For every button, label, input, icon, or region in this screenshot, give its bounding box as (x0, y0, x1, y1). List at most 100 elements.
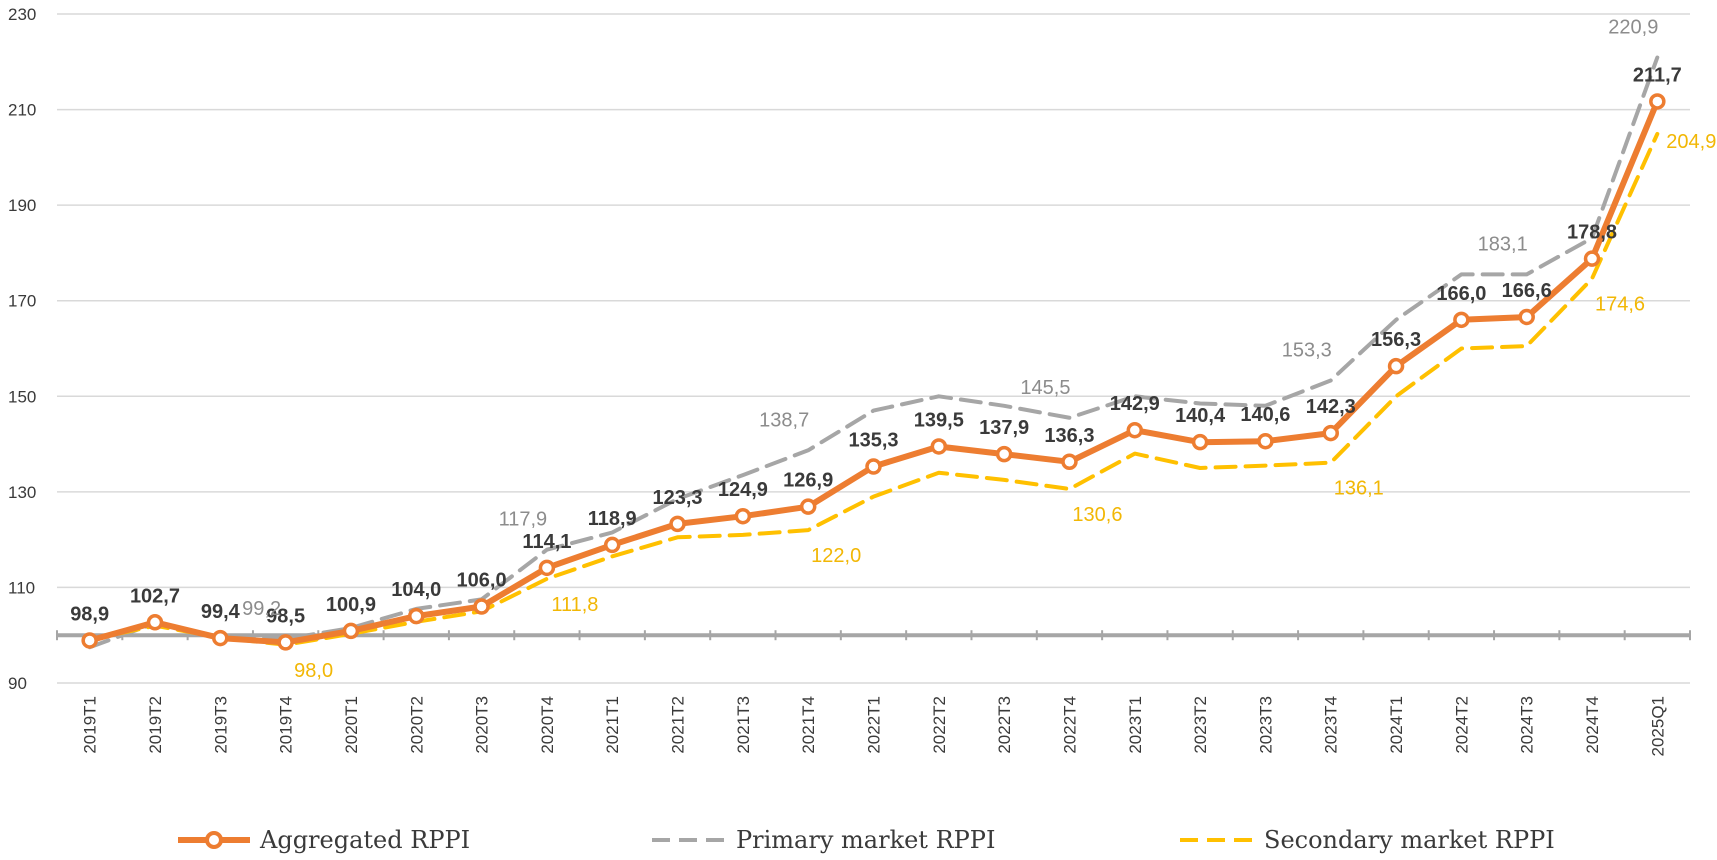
x-tick-label: 2020T3 (473, 696, 492, 754)
aggregated-data-label: 135,3 (848, 430, 898, 452)
aggregated-point (1583, 250, 1601, 267)
aggregated-data-label: 126,9 (783, 470, 833, 492)
aggregated-data-label: 166,6 (1502, 280, 1552, 302)
y-tick-label: 90 (8, 674, 27, 693)
secondary-data-label: 98,0 (294, 660, 333, 682)
legend-label-primary: Primary market RPPI (736, 826, 995, 854)
legend-item-secondary: Secondary market RPPI (1180, 826, 1555, 854)
aggregated-data-label: 123,3 (653, 487, 703, 509)
aggregated-data-label: 124,9 (718, 479, 768, 501)
legend-label-aggregated: Aggregated RPPI (259, 826, 470, 854)
aggregated-point (1061, 453, 1078, 471)
x-tick-label: 2024T1 (1387, 696, 1406, 754)
x-tick-label: 2019T1 (81, 696, 100, 754)
legend: Aggregated RPPI Primary market RPPI Seco… (178, 826, 1555, 854)
aggregated-data-label: 114,1 (522, 531, 571, 553)
x-tick-label: 2019T2 (146, 696, 165, 754)
aggregated-data-label: 106,0 (457, 570, 507, 592)
aggregated-data-label: 140,6 (1240, 404, 1290, 426)
x-tick-label: 2022T4 (1060, 696, 1079, 754)
aggregated-data-label: 104,0 (391, 579, 441, 601)
aggregated-data-label: 98,9 (70, 603, 109, 625)
aggregated-point (1257, 432, 1274, 450)
x-tick-label: 2019T3 (211, 696, 230, 754)
aggregated-point (81, 632, 98, 649)
aggregated-point (342, 622, 360, 640)
aggregated-data-label: 139,5 (914, 409, 964, 431)
aggregated-data-label: 166,0 (1436, 283, 1486, 305)
x-tick-label: 2020T1 (342, 696, 361, 754)
aggregated-point (930, 438, 948, 455)
secondary-data-label: 136,1 (1334, 478, 1384, 500)
x-tick-label: 2021T4 (799, 696, 818, 754)
primary-data-label: 183,1 (1478, 233, 1528, 255)
aggregated-point (1649, 93, 1666, 110)
aggregated-data-label: 140,4 (1175, 405, 1226, 427)
aggregated-point (669, 515, 686, 533)
x-tick-label: 2023T1 (1126, 696, 1145, 754)
x-tick-label: 2023T3 (1256, 696, 1275, 754)
aggregated-point (865, 458, 882, 475)
primary-data-label: 153,3 (1282, 340, 1332, 362)
x-tick-label: 2023T4 (1322, 696, 1341, 754)
primary-data-label: 99,2 (242, 598, 281, 620)
aggregated-data-label: 211,7 (1633, 64, 1682, 86)
x-tick-label: 2024T3 (1518, 696, 1537, 754)
line-secondary (87, 131, 1660, 647)
x-tick-label: 2024T2 (1452, 696, 1471, 754)
x-tick-label: 2022T1 (865, 696, 884, 754)
aggregated-point (1453, 311, 1470, 329)
primary-data-label: 117,9 (499, 509, 548, 531)
x-tick-label: 2022T3 (995, 696, 1014, 754)
aggregated-point (408, 607, 425, 625)
aggregated-point (734, 507, 752, 525)
legend-marker-aggregated (205, 831, 223, 849)
x-tick-label: 2024T4 (1583, 696, 1602, 754)
aggregated-data-label: 118,9 (588, 508, 637, 530)
x-tick-label: 2023T2 (1191, 696, 1210, 754)
x-tick-label: 2020T4 (538, 696, 557, 754)
series-markers (81, 93, 1666, 651)
secondary-data-label: 122,0 (811, 545, 861, 567)
x-tick-label: 2022T2 (930, 696, 949, 754)
y-tick-label: 110 (8, 578, 35, 597)
aggregated-point (799, 498, 817, 515)
x-tick-label: 2020T2 (407, 696, 426, 754)
aggregated-point (212, 629, 229, 647)
aggregated-point (1191, 433, 1209, 451)
line-aggregated (86, 98, 1661, 646)
y-tick-label: 170 (8, 292, 36, 311)
primary-data-label: 145,5 (1020, 377, 1070, 399)
aggregated-point (1518, 308, 1535, 326)
aggregated-point (1387, 357, 1405, 375)
aggregated-data-label: 102,7 (130, 585, 180, 607)
aggregated-point (277, 634, 294, 651)
line-primary (87, 55, 1660, 650)
secondary-data-label: 204,9 (1666, 131, 1716, 153)
x-tick-label: 2021T2 (669, 696, 688, 754)
series-lines (86, 55, 1661, 650)
y-tick-label: 230 (8, 5, 36, 24)
aggregated-point (603, 536, 621, 554)
primary-data-label: 138,7 (759, 409, 809, 431)
y-tick-label: 130 (8, 483, 36, 502)
aggregated-data-label: 98,5 (266, 605, 305, 627)
aggregated-point (146, 614, 164, 631)
secondary-data-label: 130,6 (1072, 504, 1122, 526)
aggregated-data-label: 156,3 (1371, 329, 1421, 351)
aggregated-data-label: 178,8 (1567, 222, 1617, 244)
aggregated-data-label: 136,3 (1044, 425, 1094, 447)
y-axis-ticks: 90 110 130 150 170 190 210 230 (8, 5, 36, 693)
legend-label-secondary: Secondary market RPPI (1264, 826, 1555, 854)
secondary-data-label: 174,6 (1595, 294, 1645, 316)
data-labels: 98,9 102,7 99,4 98,5 100,9 104,0 106,0 114,1 118… (70, 16, 1716, 681)
legend-item-aggregated: Aggregated RPPI (178, 826, 470, 854)
aggregated-data-label: 142,9 (1110, 393, 1160, 415)
aggregated-data-label: 142,3 (1306, 396, 1356, 418)
y-tick-label: 210 (8, 101, 36, 120)
aggregated-point (473, 598, 490, 615)
aggregated-point (538, 559, 556, 577)
y-tick-label: 150 (8, 387, 36, 406)
primary-data-label: 220,9 (1608, 16, 1658, 38)
